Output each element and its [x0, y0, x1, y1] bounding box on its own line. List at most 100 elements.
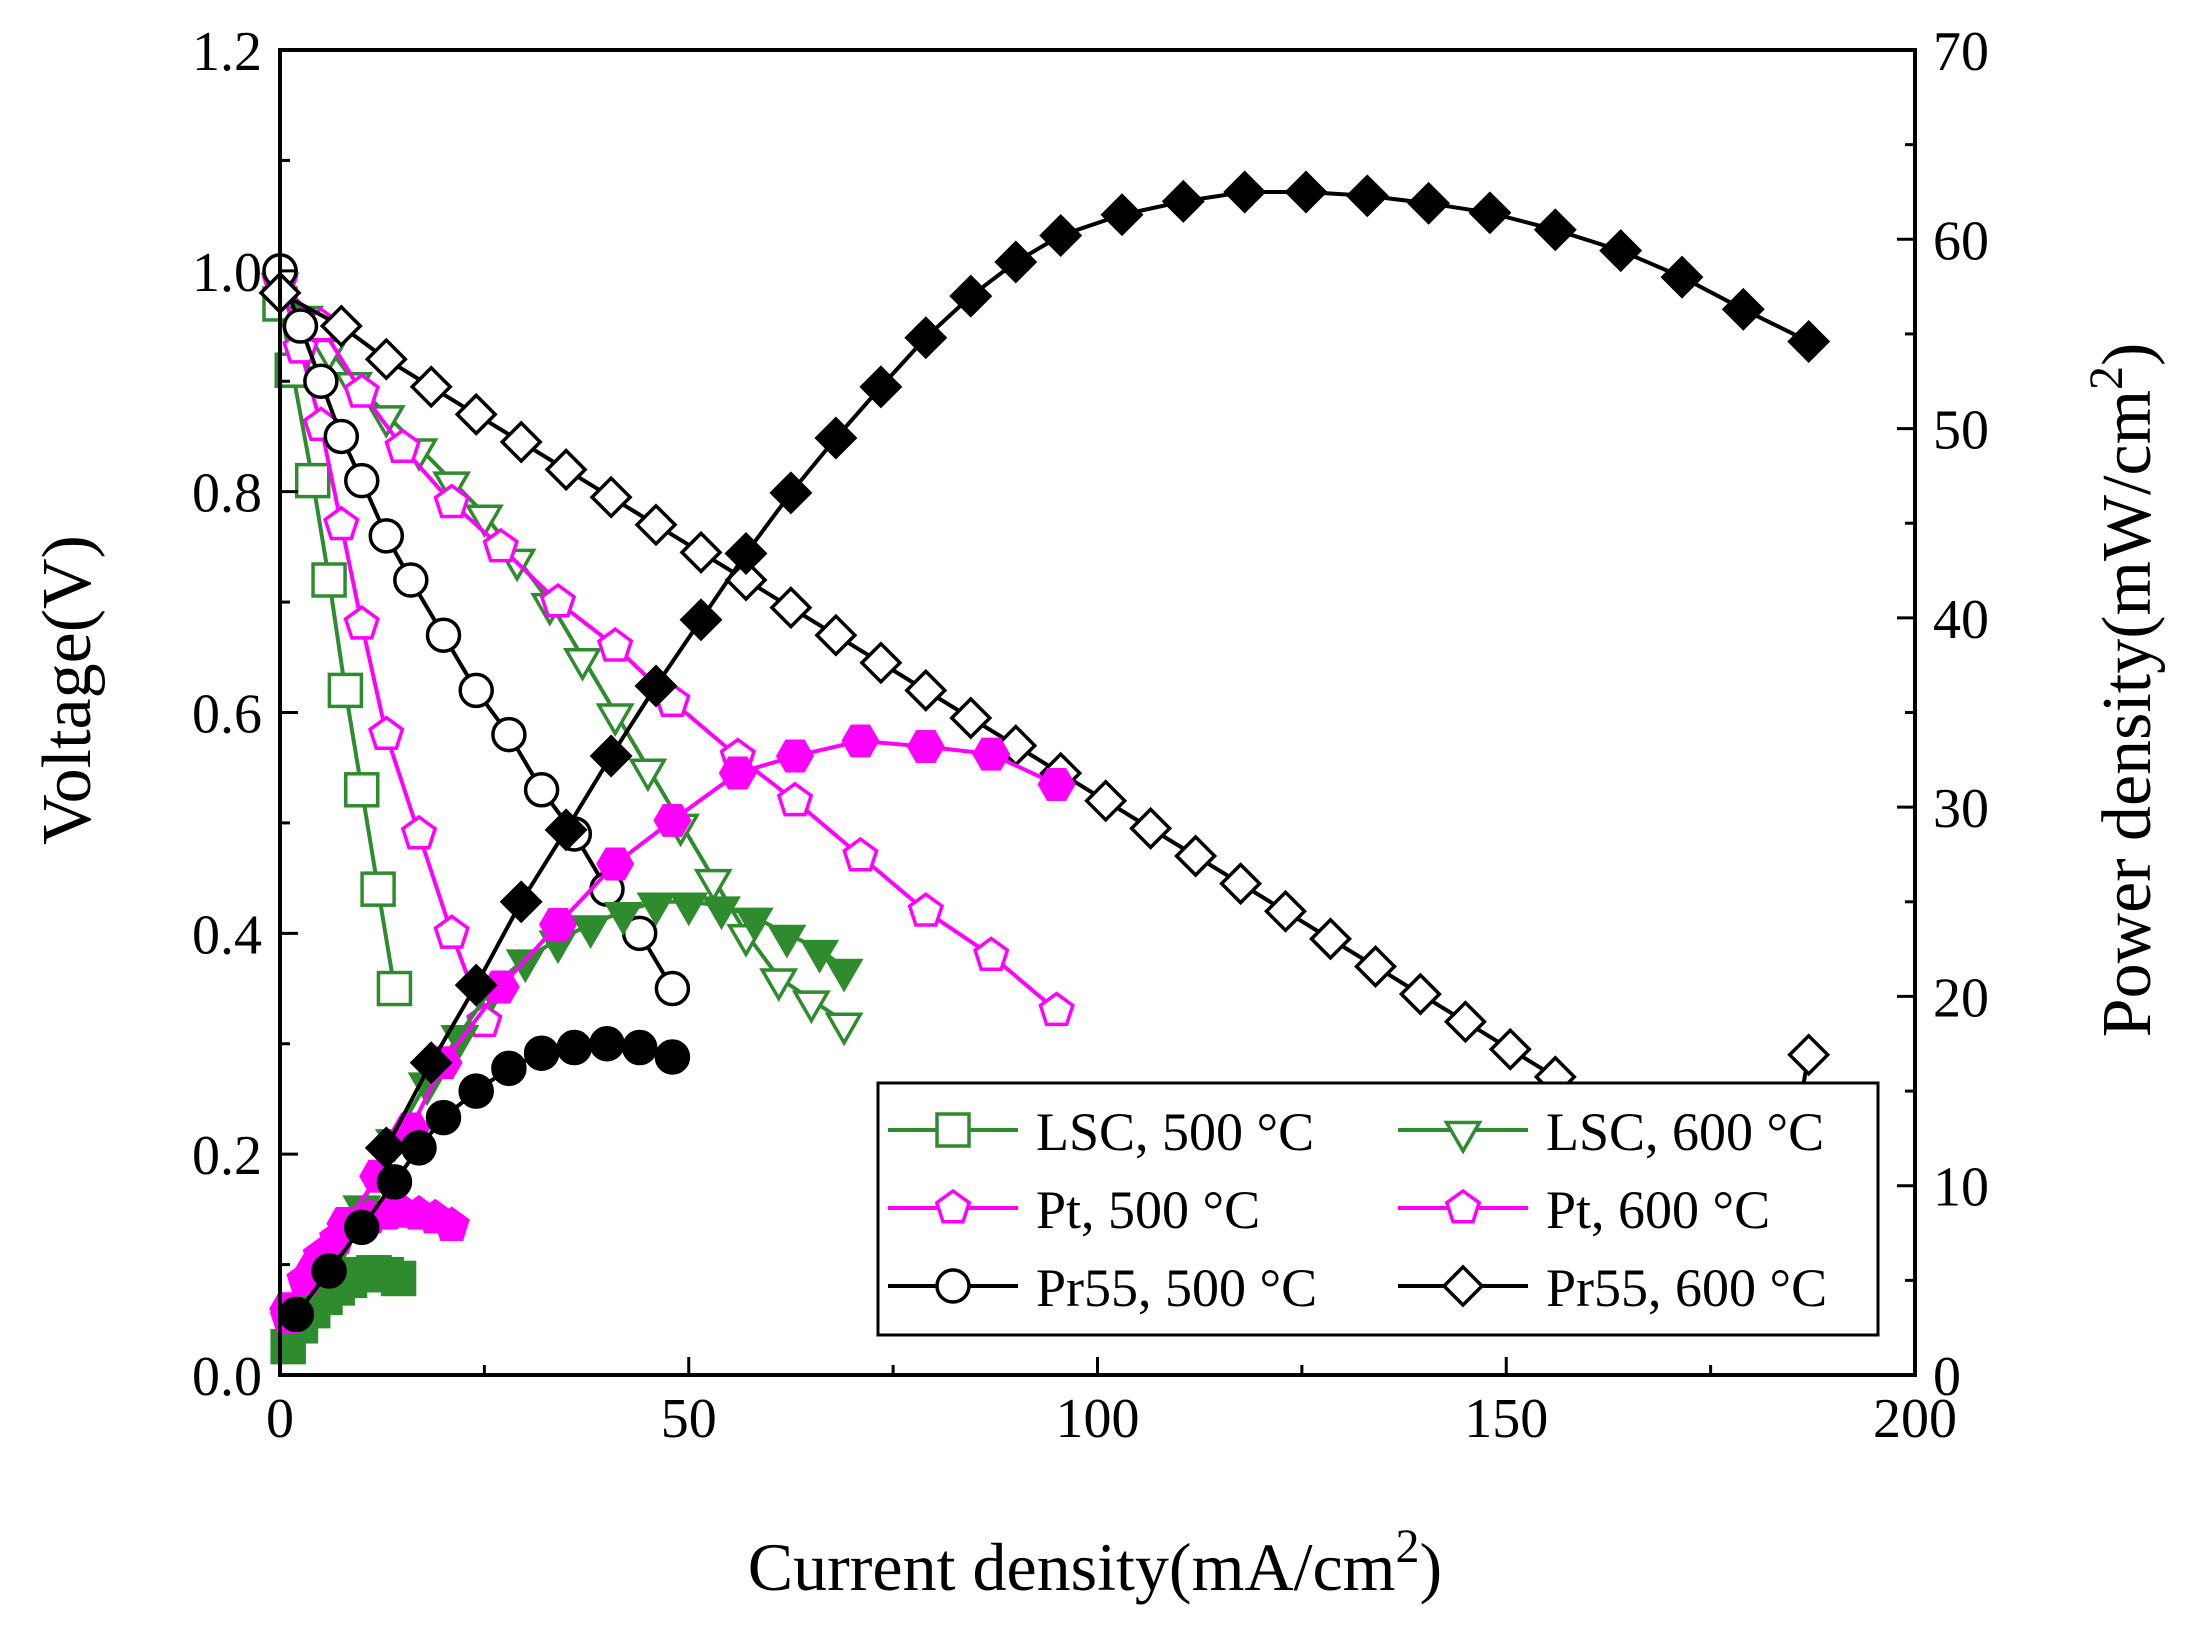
axes: 0 50 100 150 200 0.0 0.2 0.4 0.6 0.8 1.0 1.2 0 10 20 30…: [192, 21, 1989, 1450]
data-point: [433, 483, 470, 519]
data-point: [425, 617, 462, 653]
series-voltage-0: [262, 286, 413, 1007]
data-point: [278, 1296, 315, 1333]
legend-item: Pr55, 500 °C: [888, 1258, 1317, 1318]
data-point: [628, 758, 668, 793]
x-tick-label: 50: [661, 1388, 717, 1450]
data-point: [364, 1126, 408, 1170]
series-power-9: [269, 724, 1076, 1326]
x-axis-label: Current density(mA/cm2): [748, 1520, 1442, 1605]
x-tick-label: 100: [1056, 1388, 1140, 1450]
data-point: [464, 504, 504, 539]
y-left-tick-label: 1.2: [192, 21, 262, 83]
legend-marker: [1441, 1264, 1485, 1308]
data-point: [364, 337, 408, 381]
data-point: [1084, 779, 1128, 823]
legend-marker: [935, 1268, 971, 1304]
data-point: [1660, 255, 1704, 299]
data-point: [1443, 1000, 1487, 1044]
data-point: [1488, 1027, 1532, 1071]
data-point: [556, 1029, 593, 1066]
legend-marker: [1443, 1120, 1483, 1155]
data-point: [454, 963, 498, 1007]
legend-item: Pr55, 600 °C: [1398, 1258, 1827, 1318]
y-left-tick-label: 0.8: [192, 463, 262, 525]
y-right-tick-label: 50: [1933, 400, 1989, 462]
data-point: [718, 756, 757, 790]
y-right-tick-label: 70: [1933, 21, 1989, 83]
y-left-tick-label: 0.2: [192, 1125, 262, 1187]
data-point: [800, 939, 840, 974]
data-point: [499, 420, 543, 464]
data-point: [1533, 208, 1577, 252]
data-point: [409, 1041, 453, 1085]
data-point: [1309, 917, 1352, 961]
data-point: [454, 392, 498, 436]
data-point: [949, 696, 993, 740]
x-tick-label: 200: [1873, 1388, 1957, 1450]
data-point: [693, 868, 733, 903]
data-point: [323, 418, 360, 455]
data-point: [327, 672, 364, 709]
data-point: [368, 518, 405, 554]
legend-item: LSC, 500 °C: [888, 1102, 1314, 1162]
data-point: [907, 892, 945, 927]
data-point: [294, 462, 331, 499]
data-point: [1787, 320, 1831, 363]
data-point: [544, 448, 588, 492]
series-power-10: [278, 1026, 691, 1333]
legend-item: Pt, 600 °C: [1398, 1180, 1770, 1240]
data-point: [759, 968, 799, 1003]
data-point: [814, 416, 858, 460]
x-tick-label: 150: [1464, 1388, 1548, 1450]
data-point: [282, 308, 319, 344]
y-left-tick-label: 0.6: [192, 684, 262, 746]
legend: LSC, 500 °C LSC, 600 °C Pt, 500 °C Pt, 600 …: [876, 1081, 1880, 1337]
data-point: [596, 847, 635, 881]
data-point: [859, 365, 903, 409]
data-point: [458, 1073, 494, 1109]
legend-label: Pt, 600 °C: [1546, 1180, 1770, 1240]
data-point: [1174, 834, 1218, 878]
data-point: [376, 970, 413, 1007]
y-right-tick-label: 40: [1933, 589, 1989, 651]
data-point: [1407, 181, 1451, 225]
data-point: [368, 715, 405, 751]
data-point: [343, 373, 380, 408]
legend-box: [876, 1081, 1880, 1337]
data-point: [595, 703, 635, 738]
x-tick-label: 0: [266, 1388, 294, 1450]
data-point: [904, 316, 948, 360]
data-point: [1468, 191, 1512, 235]
data-point: [654, 1039, 691, 1075]
data-point: [634, 664, 678, 708]
data-point: [376, 1164, 413, 1200]
data-point: [769, 471, 813, 515]
legend-item: Pt, 500 °C: [888, 1180, 1260, 1240]
data-point: [458, 672, 494, 709]
data-point: [1037, 767, 1076, 801]
data-point: [1038, 991, 1075, 1027]
data-point: [311, 562, 347, 598]
data-point: [1721, 287, 1765, 331]
data-point: [343, 605, 380, 640]
data-point: [1354, 945, 1397, 988]
data-point: [841, 724, 880, 758]
data-point: [344, 772, 380, 808]
data-point: [344, 462, 380, 499]
data-point: [433, 1206, 470, 1241]
data-point: [505, 949, 545, 984]
data-point: [1223, 170, 1267, 214]
series-power-11: [364, 170, 1831, 1170]
data-point: [523, 772, 560, 808]
data-point: [1599, 229, 1643, 273]
data-point: [994, 240, 1038, 284]
legend-label: Pt, 500 °C: [1036, 1180, 1260, 1240]
data-point: [360, 871, 396, 907]
y-right-tick-label: 0: [1933, 1346, 1961, 1408]
legend-marker: [934, 1188, 972, 1224]
data-point: [323, 505, 360, 541]
data-point: [1787, 1033, 1831, 1077]
data-point: [1161, 179, 1205, 223]
